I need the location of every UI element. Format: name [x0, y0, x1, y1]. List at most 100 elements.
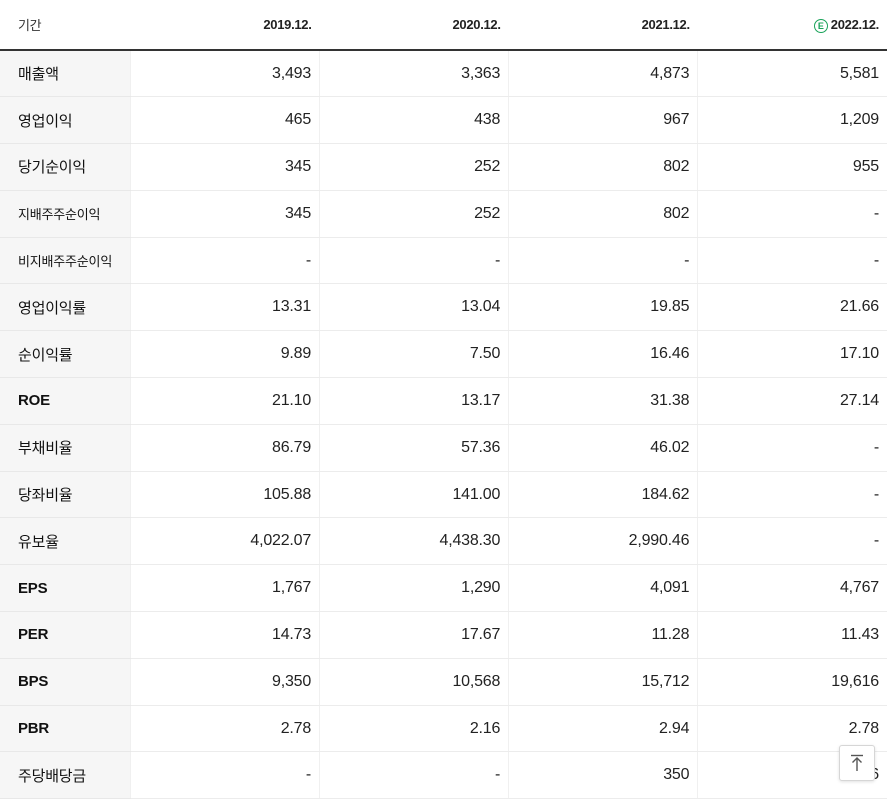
row-label: 주당배당금 [0, 751, 131, 799]
row-label: 영업이익 [0, 96, 131, 145]
period-header-2021: 2021.12. [508, 0, 698, 51]
table-cell: 7.50 [319, 330, 509, 379]
table-cell: 2.78 [129, 705, 320, 753]
table-row-pbr: PBR 2.78 2.16 2.94 2.78 [0, 705, 887, 753]
table-cell: 10,568 [319, 658, 509, 706]
table-cell: 9,350 [129, 658, 320, 706]
row-label: ROE [0, 377, 131, 425]
period-header-2022-label: 2022.12. [830, 16, 880, 32]
table-cell: 2.78 [697, 705, 887, 753]
period-header-2020: 2020.12. [319, 0, 509, 51]
table-cell: 252 [319, 143, 509, 191]
table-cell: 955 [697, 143, 887, 191]
table-cell: 802 [508, 143, 698, 191]
table-cell: 21.10 [129, 377, 320, 425]
row-label: 순이익률 [0, 330, 131, 379]
table-cell: 1,209 [697, 96, 887, 145]
table-cell: 2.16 [319, 705, 509, 753]
table-cell: 46.02 [508, 423, 698, 472]
table-cell: 141.00 [319, 471, 509, 519]
table-cell: - [697, 237, 887, 285]
table-cell: 4,767 [697, 564, 887, 613]
table-cell: 105.88 [129, 471, 320, 519]
table-cell: - [129, 237, 320, 285]
table-cell: 4,438.30 [319, 517, 509, 566]
table-row-revenue: 매출액 3,493 3,363 4,873 5,581 [0, 50, 887, 98]
row-label: 비지배주주순이익 [0, 237, 131, 285]
table-cell: 15,712 [508, 658, 698, 706]
table-cell: 13.17 [319, 377, 509, 425]
table-cell: 31.38 [508, 377, 698, 425]
table-cell: 2.94 [508, 705, 698, 753]
table-cell: 13.31 [129, 283, 320, 332]
table-cell: 5,581 [697, 50, 887, 98]
table-cell: - [697, 190, 887, 238]
row-label: 부채비율 [0, 423, 131, 472]
table-row-eps: EPS 1,767 1,290 4,091 4,767 [0, 564, 887, 613]
table-row-debt-ratio: 부채비율 86.79 57.36 46.02 - [0, 423, 887, 472]
table-cell: 3,363 [319, 50, 509, 98]
row-label: PBR [0, 705, 131, 753]
table-cell: 17.10 [697, 330, 887, 379]
table-cell: - [697, 471, 887, 519]
period-header-2019: 2019.12. [130, 0, 320, 51]
table-cell: 184.62 [508, 471, 698, 519]
table-cell: 86.79 [129, 423, 320, 472]
row-label: 유보율 [0, 517, 131, 566]
table-cell: 802 [508, 190, 698, 238]
period-header-2022-estimate: E 2022.12. [697, 0, 887, 51]
table-cell: 11.43 [697, 611, 887, 659]
table-row-reserve-ratio: 유보율 4,022.07 4,438.30 2,990.46 - [0, 517, 887, 566]
row-label: EPS [0, 564, 131, 613]
table-row-roe: ROE 21.10 13.17 31.38 27.14 [0, 377, 887, 425]
table-row-net-margin: 순이익률 9.89 7.50 16.46 17.10 [0, 330, 887, 379]
table-row-per: PER 14.73 17.67 11.28 11.43 [0, 611, 887, 659]
table-cell: - [697, 423, 887, 472]
row-label: 매출액 [0, 50, 131, 98]
table-cell: 350 [508, 751, 698, 799]
table-cell: 19,616 [697, 658, 887, 706]
row-label: 지배주주순이익 [0, 190, 131, 238]
table-cell: 14.73 [129, 611, 320, 659]
table-row-quick-ratio: 당좌비율 105.88 141.00 184.62 - [0, 471, 887, 519]
scroll-to-top-button[interactable] [839, 745, 875, 781]
period-header-label: 기간 [0, 0, 131, 51]
row-label: 당기순이익 [0, 143, 131, 191]
table-cell: 252 [319, 190, 509, 238]
table-cell: - [129, 751, 320, 799]
table-cell: 1,767 [129, 564, 320, 613]
table-cell: 345 [129, 190, 320, 238]
table-row-net-income: 당기순이익 345 252 802 955 [0, 143, 887, 191]
table-row-operating-income: 영업이익 465 438 967 1,209 [0, 96, 887, 145]
table-row-operating-margin: 영업이익률 13.31 13.04 19.85 21.66 [0, 283, 887, 332]
table-cell: 13.04 [319, 283, 509, 332]
table-cell: - [319, 751, 509, 799]
table-row-controlling-net-income: 지배주주순이익 345 252 802 - [0, 190, 887, 238]
table-row-bps: BPS 9,350 10,568 15,712 19,616 [0, 658, 887, 706]
table-cell: 3,493 [129, 50, 320, 98]
table-cell: 11.28 [508, 611, 698, 659]
table-row-dividend-per-share: 주당배당금 - - 350 6 [0, 751, 887, 799]
table-cell: 19.85 [508, 283, 698, 332]
table-cell: 57.36 [319, 423, 509, 472]
row-label: 영업이익률 [0, 283, 131, 332]
table-cell: 21.66 [697, 283, 887, 332]
table-row-noncontrolling-net-income: 비지배주주순이익 - - - - [0, 237, 887, 285]
arrow-up-to-top-icon [851, 754, 863, 771]
table-cell: 4,873 [508, 50, 698, 98]
row-label: 당좌비율 [0, 471, 131, 519]
table-cell: 2,990.46 [508, 517, 698, 566]
table-cell: 4,022.07 [129, 517, 320, 566]
row-label: PER [0, 611, 131, 659]
row-label: BPS [0, 658, 131, 706]
table-header-row: 기간 2019.12. 2020.12. 2021.12. E 2022.12. [0, 0, 887, 51]
table-cell: - [508, 237, 698, 285]
table-cell: - [697, 517, 887, 566]
table-cell: 16.46 [508, 330, 698, 379]
table-cell: 345 [129, 143, 320, 191]
table-cell: 4,091 [508, 564, 698, 613]
table-cell: 438 [319, 96, 509, 145]
table-cell: 17.67 [319, 611, 509, 659]
table-cell: 27.14 [697, 377, 887, 425]
